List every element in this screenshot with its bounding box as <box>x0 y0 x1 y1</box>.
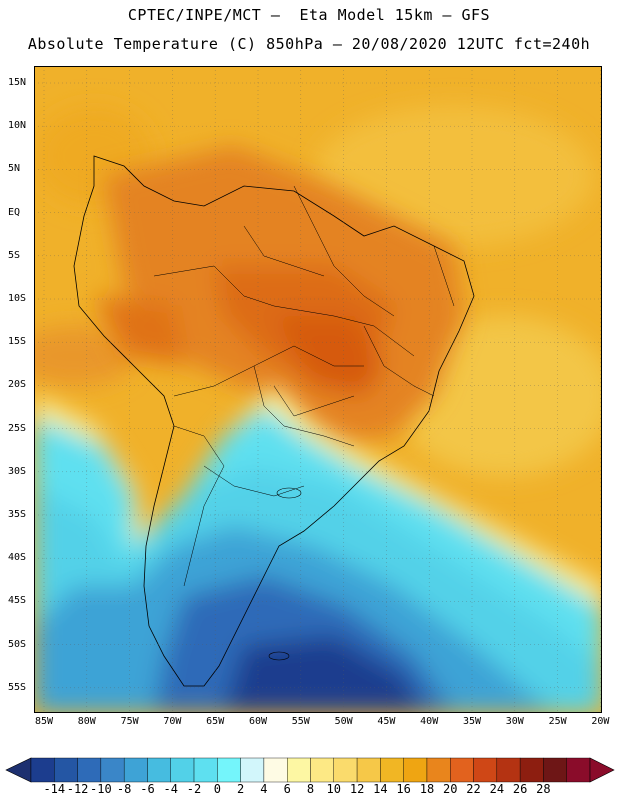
colorbar-swatch <box>287 757 311 783</box>
colorbar-tick-label: 14 <box>373 782 388 796</box>
lon-label: 20W <box>591 716 610 727</box>
colorbar-swatch <box>380 757 404 783</box>
colorbar-tick-label: 28 <box>536 782 551 796</box>
colorbar-tick-label: -6 <box>140 782 155 796</box>
lon-label: 70W <box>163 716 182 727</box>
colorbar-swatch <box>473 757 498 783</box>
lon-label: 50W <box>334 716 353 727</box>
lat-label: 15N <box>8 77 27 88</box>
chart-title-line1: CPTEC/INPE/MCT – Eta Model 15km – GFS <box>127 6 491 24</box>
lat-label: 35S <box>8 509 27 520</box>
lat-label: 40S <box>8 552 27 564</box>
lon-label: 25W <box>548 716 567 727</box>
lat-label: 45S <box>8 595 27 607</box>
lon-label: 40W <box>420 716 439 727</box>
colorbar-low-arrow <box>5 757 32 783</box>
colorbar-tick-label: 24 <box>489 782 505 796</box>
colorbar-tick-label: 4 <box>260 782 268 796</box>
colorbar-swatch <box>100 757 125 783</box>
colorbar <box>5 757 615 783</box>
colorbar-swatch <box>193 757 218 783</box>
coastlines-and-borders <box>73 155 475 687</box>
colorbar-swatch <box>566 757 591 783</box>
lat-label: 25S <box>8 422 27 434</box>
lat-label: EQ <box>8 206 21 218</box>
colorbar-swatch <box>123 757 148 783</box>
colorbar-tick-label: 18 <box>419 782 435 796</box>
lat-label: 10N <box>8 120 27 132</box>
colorbar-tick-label: -4 <box>163 782 178 796</box>
colorbar-swatch <box>450 757 474 783</box>
colorbar-swatch <box>333 757 358 783</box>
lon-label: 30W <box>505 716 524 727</box>
lon-label: 60W <box>248 716 268 727</box>
colorbar-tick-label: 6 <box>283 782 291 796</box>
lon-label: 35W <box>462 716 482 727</box>
colorbar-swatch <box>543 757 567 783</box>
colorbar-high-arrow <box>589 757 615 783</box>
colorbar-swatch <box>519 757 544 783</box>
cold-air-mass <box>34 386 602 713</box>
colorbar-tick-label: 22 <box>466 782 481 796</box>
lon-label: 65W <box>206 716 225 727</box>
colorbar-swatch <box>217 757 241 783</box>
colorbar-tick-label: 0 <box>213 782 221 796</box>
lon-label: 45W <box>377 716 396 727</box>
colorbar-tick-label: -12 <box>66 782 89 796</box>
colorbar-swatch <box>54 757 78 783</box>
colorbar-swatch <box>240 757 265 783</box>
lon-label: 85W <box>34 716 54 727</box>
colorbar-tick-label: 8 <box>306 782 315 796</box>
colorbar-swatch <box>496 757 521 783</box>
colorbar-tick-label: -2 <box>186 782 202 796</box>
colorbar-swatch <box>147 757 171 783</box>
colorbar-swatch <box>426 757 451 783</box>
colorbar-tick-label: 26 <box>512 782 528 796</box>
graticule <box>34 66 602 713</box>
colorbar-swatch <box>77 757 102 783</box>
lon-label: 80W <box>77 716 96 727</box>
colorbar-tick-label: 2 <box>237 782 245 796</box>
lat-label: 15S <box>8 336 27 348</box>
colorbar-swatch <box>263 757 288 783</box>
lat-label: 50S <box>8 638 27 650</box>
colorbar-tick-label: -14 <box>43 782 66 796</box>
lat-label: 5N <box>8 163 21 175</box>
lat-label: 20S <box>8 379 27 391</box>
lat-label: 30S <box>8 465 27 477</box>
lon-label: 75W <box>120 716 139 727</box>
lat-label: 55S <box>8 681 27 693</box>
colorbar-tick-label: 12 <box>349 782 365 796</box>
colorbar-tick-label: -8 <box>116 782 132 796</box>
colorbar-swatch <box>356 757 381 783</box>
map-frame <box>34 66 602 713</box>
colorbar-tick-label: 20 <box>443 782 458 796</box>
colorbar-tick-label: 10 <box>326 782 341 796</box>
colorbar-swatch <box>310 757 334 783</box>
lat-label: 10S <box>8 293 27 304</box>
temperature-map <box>34 66 602 713</box>
lon-label: 55W <box>291 716 310 727</box>
colorbar-swatch <box>403 757 428 783</box>
colorbar-swatch <box>30 757 55 783</box>
lat-label: 5S <box>8 249 21 261</box>
chart-title-line2: Absolute Temperature (C) 850hPa – 20/08/… <box>27 35 591 53</box>
land-heat-field <box>94 146 464 446</box>
colorbar-tick-label: 16 <box>396 782 411 796</box>
colorbar-tick-label: -10 <box>90 782 112 796</box>
map-svg <box>34 66 602 713</box>
colorbar-swatch <box>170 757 195 783</box>
